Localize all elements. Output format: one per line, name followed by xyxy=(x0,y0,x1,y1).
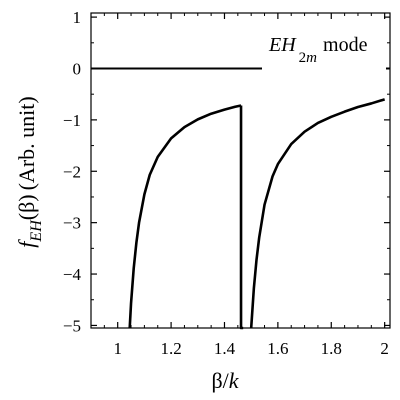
y-tick-label: −5 xyxy=(63,316,81,335)
x-tick-label: 2 xyxy=(380,339,389,358)
annotation-subscript-var: m xyxy=(306,50,317,66)
mode-annotation: EH2mmode xyxy=(262,32,386,72)
y-tick-label: 0 xyxy=(73,59,82,78)
y-label-subscript: EH xyxy=(28,219,45,243)
annotation-suffix: mode xyxy=(323,34,368,56)
y-tick-label: −1 xyxy=(63,111,81,130)
x-tick-label: 1.2 xyxy=(160,339,181,358)
x-label-variable: k xyxy=(229,368,240,393)
x-tick-label: 1 xyxy=(113,339,122,358)
annotation-main: EH xyxy=(268,34,297,56)
axis-tick-labels: 1 1.2 1.4 1.6 1.8 2 1 0 −1 −2 −3 −4 −5 xyxy=(63,8,389,358)
axis-ticks xyxy=(91,13,390,328)
y-label-func: f xyxy=(14,239,39,248)
y-label-arg: (β) xyxy=(14,194,39,220)
y-label-unit: (Arb. unit) xyxy=(14,96,39,190)
curve-segment-3 xyxy=(249,98,386,329)
curves xyxy=(128,98,386,330)
x-axis-label: β/k xyxy=(211,368,239,393)
y-tick-label: −3 xyxy=(63,214,81,233)
y-tick-label: −2 xyxy=(63,162,81,181)
x-tick-label: 1.6 xyxy=(267,339,288,358)
annotation-background xyxy=(262,32,386,72)
curve-segment-1 xyxy=(128,104,242,329)
y-axis-label: fEH(β) (Arb. unit) xyxy=(14,96,45,247)
y-tick-label: −4 xyxy=(63,265,82,284)
y-tick-label: 1 xyxy=(73,8,82,27)
x-tick-label: 1.4 xyxy=(214,339,236,358)
svg-text:EH2mmode: EH2mmode xyxy=(268,34,368,66)
curve-segment-2 xyxy=(239,105,244,330)
annotation-subscript-num: 2 xyxy=(299,50,307,66)
x-label-slash: / xyxy=(223,368,230,393)
x-tick-label: 1.8 xyxy=(321,339,342,358)
x-label-symbol: β xyxy=(211,368,222,393)
